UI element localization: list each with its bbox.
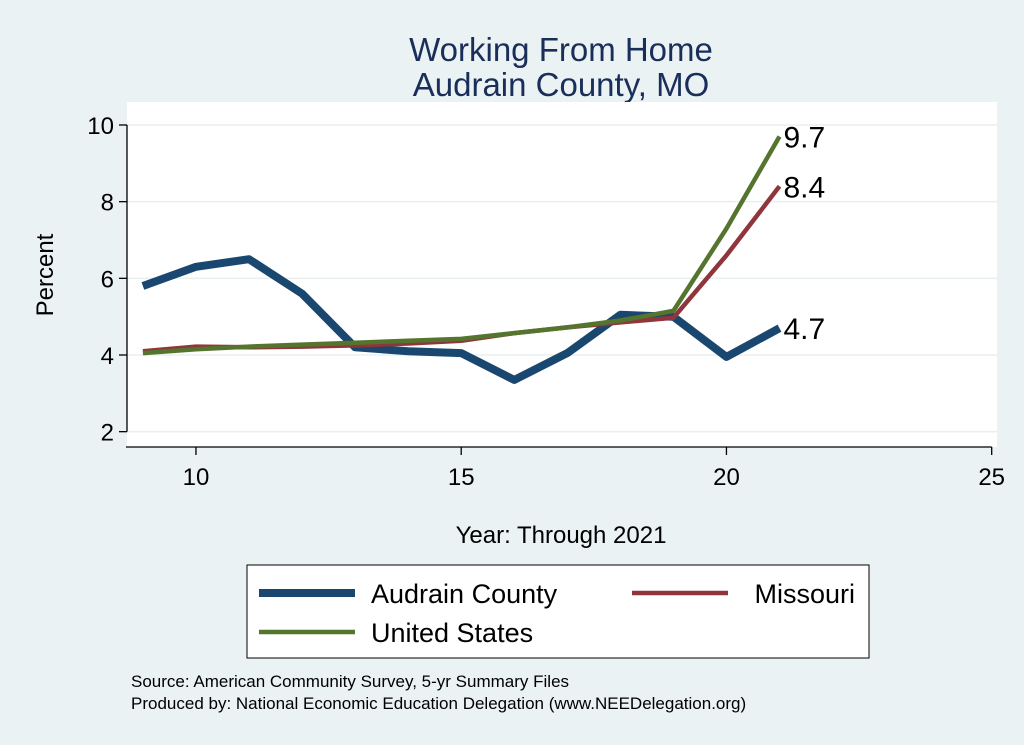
x-tick-label: 25 <box>978 464 1005 491</box>
series-lines <box>141 135 782 384</box>
legend-label-missouri: Missouri <box>754 579 855 609</box>
chart-title-line-1: Working From Home <box>409 31 713 68</box>
y-tick-label: 4 <box>101 343 114 370</box>
y-axis-title: Percent <box>32 233 59 316</box>
legend-label-united-states: United States <box>371 618 533 648</box>
y-tick-label: 6 <box>101 266 114 293</box>
end-label-united-states: 9.7 <box>784 122 826 155</box>
legend-label-audrain-county: Audrain County <box>371 579 558 609</box>
plot-area <box>127 102 997 447</box>
end-labels: 4.7 8.4 9.7 <box>784 122 826 347</box>
end-label-audrain-county: 4.7 <box>784 313 826 346</box>
y-tick-label: 2 <box>101 420 114 447</box>
x-axis-ticks: 10 15 20 25 <box>183 447 1005 491</box>
legend: Audrain County Missouri United States <box>246 564 870 659</box>
source-note: Source: American Community Survey, 5-yr … <box>131 672 569 691</box>
y-tick-label: 8 <box>101 190 114 217</box>
x-tick-label: 15 <box>448 464 475 491</box>
chart-title-line-2: Audrain County, MO <box>413 66 710 103</box>
end-label-missouri: 8.4 <box>784 171 826 204</box>
y-axis-ticks: 2 4 6 8 10 <box>87 113 127 447</box>
y-tick-label: 10 <box>87 113 114 140</box>
x-tick-label: 20 <box>713 464 740 491</box>
x-tick-label: 10 <box>183 464 210 491</box>
produced-by-note: Produced by: National Economic Education… <box>131 694 746 713</box>
legend-box <box>246 564 870 659</box>
x-axis-title: Year: Through 2021 <box>456 522 667 549</box>
